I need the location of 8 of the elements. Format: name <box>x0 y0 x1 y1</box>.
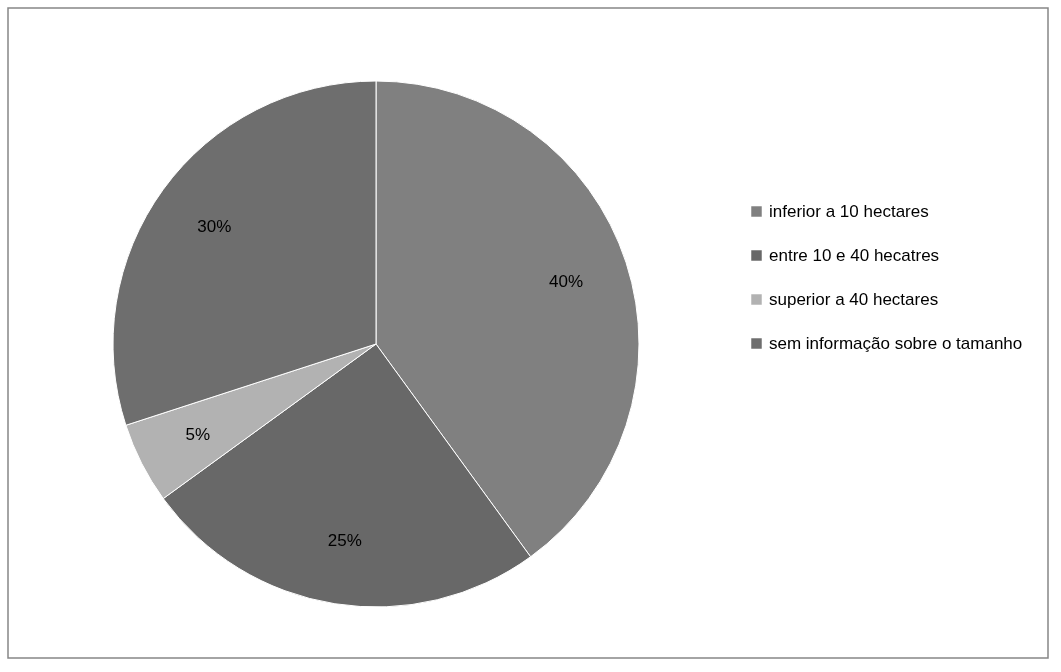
legend-label: entre 10 e 40 hecatres <box>769 245 940 265</box>
data-label: 40% <box>549 272 584 292</box>
legend-label: inferior a 10 hectares <box>769 201 929 221</box>
legend-label: superior a 40 hectares <box>769 289 939 309</box>
data-label: 30% <box>197 216 232 236</box>
legend-label: sem informação sobre o tamanho <box>769 333 1023 353</box>
data-label: 25% <box>327 531 362 551</box>
data-label: 5% <box>185 424 211 444</box>
